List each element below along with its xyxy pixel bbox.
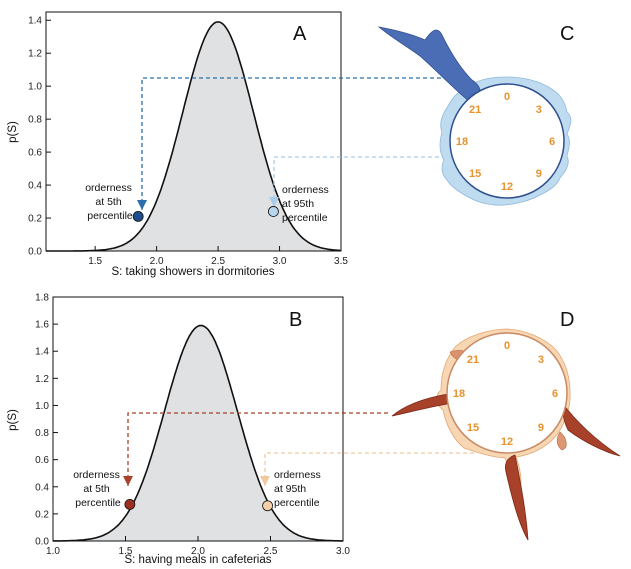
panel-d: 0 3 6 9 12 15 18 21 D [391, 309, 621, 541]
hour-label: 6 [552, 388, 558, 400]
panel-label-a: A [293, 23, 307, 45]
connector-5th-a [141, 77, 448, 210]
hour-label: 18 [456, 136, 468, 148]
y-tick-label: 0.2 [35, 509, 49, 520]
y-tick-label: 0.6 [28, 148, 42, 159]
hour-labels-d: 0 3 6 9 12 15 18 21 [453, 340, 558, 448]
annotation-5th-a: orderness at 5th percentile [85, 182, 135, 222]
polar-lobe-5th-d [391, 393, 621, 541]
hour-label: 15 [469, 168, 481, 180]
y-tick-label: 0.8 [35, 428, 49, 439]
y-ticks-a: 0.0 0.2 0.4 0.6 0.8 1.0 1.2 1.4 [28, 16, 51, 258]
x-tick-label: 2.5 [211, 256, 225, 267]
hour-label: 9 [536, 168, 542, 180]
density-area-b [53, 325, 343, 541]
y-tick-label: 1.4 [35, 347, 49, 358]
x-ticks-a: 1.5 2.0 2.5 3.0 3.5 [88, 246, 348, 267]
y-tick-label: 0.8 [28, 115, 42, 126]
arrowhead-95th-b [260, 476, 270, 486]
marker-95th-percentile-b [262, 500, 274, 512]
plot-frame-a [45, 11, 342, 252]
hour-label: 12 [501, 436, 513, 448]
panel-label-c: C [560, 23, 574, 45]
hour-label: 18 [453, 388, 465, 400]
x-axis-label-b: S: having meals in cafeterias [124, 554, 271, 566]
connector-5th-b [127, 412, 388, 486]
y-tick-label: 0.0 [35, 537, 49, 548]
annotation-5th-b: orderness at 5th percentile [73, 469, 123, 509]
polar-clock-d [446, 332, 568, 454]
marker-5th-percentile-a [132, 210, 144, 222]
y-tick-label: 1.0 [28, 82, 42, 93]
hour-label: 6 [549, 136, 555, 148]
y-axis-label-a: p(S) [7, 121, 19, 143]
y-tick-label: 0.4 [35, 482, 49, 493]
x-tick-label: 3.0 [273, 256, 287, 267]
y-axis-label-b: p(S) [7, 409, 19, 431]
x-tick-label: 1.5 [88, 256, 102, 267]
hour-label: 3 [538, 354, 544, 366]
hour-labels-c: 0 3 6 9 12 15 18 21 [456, 91, 555, 193]
marker-5th-percentile-b [124, 498, 136, 510]
panel-label-b: B [289, 309, 302, 331]
y-tick-label: 0.2 [28, 214, 42, 225]
y-ticks-b: 0.0 0.2 0.4 0.6 0.8 1.0 1.2 1.4 1.6 1.8 [35, 293, 58, 548]
panel-label-d: D [560, 309, 574, 331]
y-tick-label: 1.4 [28, 16, 42, 27]
arrowhead-5th-a [137, 200, 147, 210]
y-tick-label: 1.6 [35, 320, 49, 331]
hour-label: 9 [538, 422, 544, 434]
y-tick-label: 1.0 [35, 401, 49, 412]
x-tick-label: 1.0 [46, 546, 60, 557]
x-tick-label: 2.5 [264, 546, 278, 557]
hour-label: 21 [467, 354, 479, 366]
x-axis-label-a: S: taking showers in dormitories [112, 266, 275, 278]
annotation-95th-b: orderness at 95th percentile [274, 469, 324, 509]
density-area-a [46, 21, 341, 252]
hour-label: 0 [504, 91, 510, 103]
hour-label: 21 [469, 104, 481, 116]
polar-clock-c [449, 83, 565, 199]
y-tick-label: 0.4 [28, 181, 42, 192]
panel-a: 1.5 2.0 2.5 3.0 3.5 0.0 0.2 0.4 0.6 0.8 1.0 1.2 1.4… [7, 11, 450, 278]
density-curve-b [53, 324, 343, 542]
x-ticks-b: 1.0 1.5 2.0 2.5 3.0 [46, 536, 350, 557]
hour-label: 12 [501, 181, 513, 193]
panel-c: 0 3 6 9 12 15 18 21 C [377, 23, 574, 206]
connector-95th-b [264, 452, 476, 486]
x-tick-label: 3.5 [334, 256, 348, 267]
y-tick-label: 1.8 [35, 293, 49, 304]
arrowhead-95th-a [269, 197, 279, 207]
x-tick-label: 1.5 [119, 546, 133, 557]
y-tick-label: 1.2 [35, 374, 49, 385]
x-tick-label: 2.0 [191, 546, 205, 557]
y-tick-label: 0.6 [35, 455, 49, 466]
hour-label: 15 [467, 422, 479, 434]
connector-95th-a [273, 156, 450, 206]
marker-95th-percentile-a [267, 206, 279, 217]
y-tick-label: 1.2 [28, 49, 42, 60]
arrowhead-5th-b [123, 476, 133, 486]
panel-b: 1.0 1.5 2.0 2.5 3.0 0.0 0.2 0.4 0.6 0.8 1.0 1.2 1.4… [7, 293, 476, 566]
y-tick-label: 0.0 [28, 247, 42, 258]
hour-label: 0 [504, 340, 510, 352]
polar-lobe-5th-c [377, 26, 481, 105]
annotation-95th-a: orderness at 95th percentile [282, 184, 332, 224]
x-tick-label: 3.0 [336, 546, 350, 557]
x-tick-label: 2.0 [150, 256, 164, 267]
hour-label: 3 [536, 104, 542, 116]
